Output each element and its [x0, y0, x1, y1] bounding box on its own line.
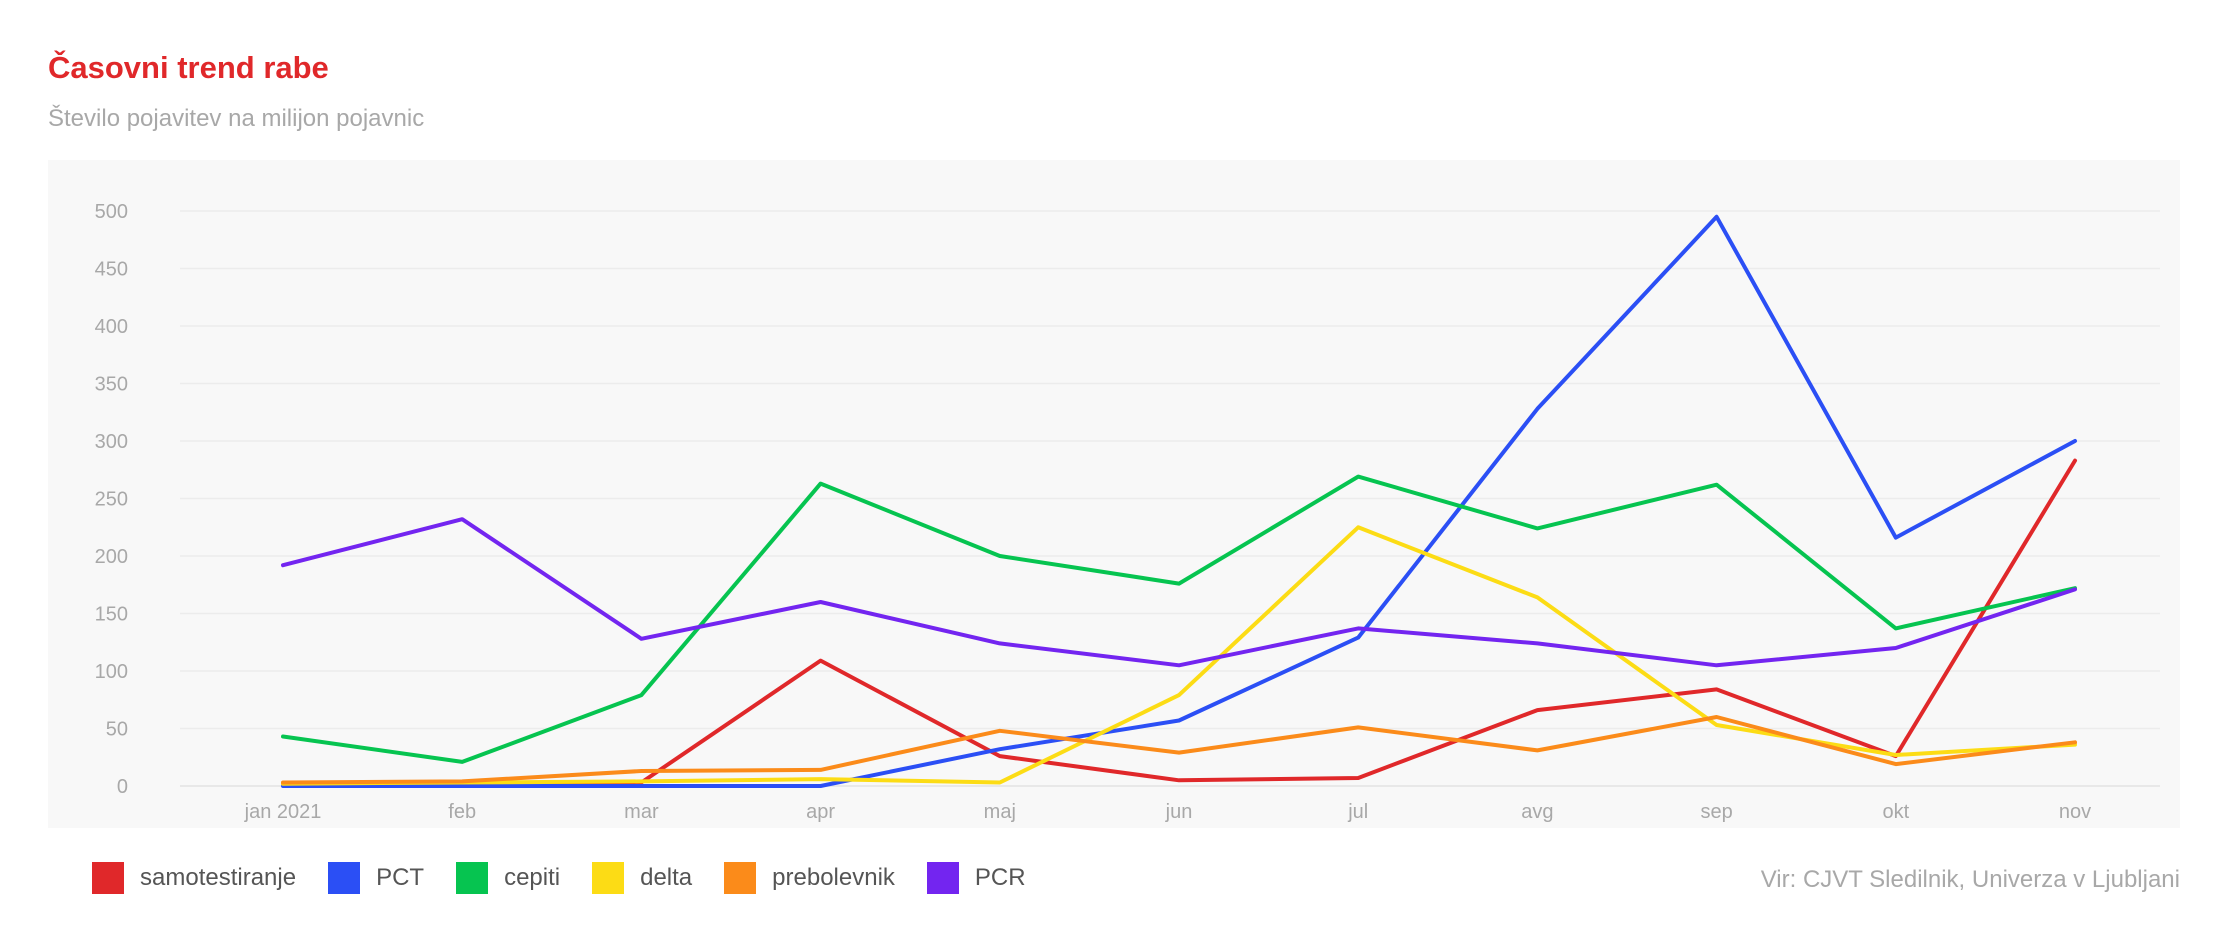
legend-label: PCT: [376, 864, 425, 891]
legend-swatch: [724, 862, 757, 894]
x-tick-label: jul: [1347, 801, 1368, 823]
chart-panel: 0 50 100 150 200 250 300 350 400 450 500 jan 2021 fe…: [48, 160, 2180, 828]
x-tick-label: jun: [1165, 801, 1193, 823]
legend-item-pct[interactable]: PCT: [328, 862, 424, 894]
series-line-samotestiranje: [281, 458, 2077, 786]
x-tick-label: okt: [1882, 801, 1909, 823]
x-tick-label: mar: [624, 801, 659, 823]
x-tick-label: maj: [984, 801, 1016, 823]
legend-label: PCR: [974, 864, 1026, 891]
x-tick-label: feb: [448, 801, 476, 823]
y-tick-label: 300: [95, 431, 128, 453]
series-line-cepiti: [281, 474, 2077, 764]
y-tick-label: 400: [95, 316, 128, 338]
y-tick-label: 250: [95, 489, 128, 511]
x-tick-label: sep: [1700, 801, 1732, 823]
series-line-delta: [281, 525, 2077, 786]
legend-item-delta[interactable]: delta: [592, 862, 692, 894]
legend-item-cepiti[interactable]: cepiti: [456, 862, 560, 894]
chart-title: Časovni trend rabe: [48, 50, 329, 85]
legend-swatch: [328, 862, 361, 894]
series-line-pct: [281, 214, 2077, 788]
y-tick-label: 100: [95, 661, 128, 683]
legend-swatch: [592, 862, 625, 894]
series-line-pcr: [281, 517, 2077, 668]
source-note: Vir: CJVT Sledilnik, Univerza v Ljubljan…: [1760, 866, 2180, 893]
y-tick-label: 200: [95, 546, 128, 568]
legend-label: samotestiranje: [140, 864, 297, 891]
legend: samotestiranje PCT cepiti delta prebolevnik P…: [92, 862, 1058, 894]
y-tick-label: 500: [95, 201, 128, 223]
legend-label: delta: [640, 864, 693, 891]
legend-item-prebolevnik[interactable]: prebolevnik: [724, 862, 895, 894]
x-tick-label: nov: [2059, 801, 2091, 823]
legend-label: prebolevnik: [772, 864, 895, 891]
x-tick-label: avg: [1521, 801, 1553, 823]
x-tick-label: jan 2021: [244, 801, 322, 823]
y-tick-label: 350: [95, 374, 128, 396]
y-tick-label: 0: [117, 776, 128, 798]
line-chart: 0 50 100 150 200 250 300 350 400 450 500 jan 2021 fe…: [95, 201, 2160, 823]
x-tick-label: apr: [806, 801, 835, 823]
legend-swatch: [456, 862, 489, 894]
legend-swatch: [92, 862, 124, 894]
legend-item-pcr[interactable]: PCR: [926, 862, 1026, 894]
legend-item-samotestiranje[interactable]: samotestiranje: [92, 862, 296, 894]
chart-subtitle: Število pojavitev na milijon pojavnic: [48, 105, 425, 132]
legend-swatch: [926, 862, 959, 894]
y-tick-label: 150: [95, 604, 128, 626]
legend-label: cepiti: [504, 864, 561, 891]
y-tick-label: 450: [95, 259, 128, 281]
y-tick-label: 50: [106, 719, 128, 741]
series-line-prebolevnik: [281, 715, 2077, 785]
